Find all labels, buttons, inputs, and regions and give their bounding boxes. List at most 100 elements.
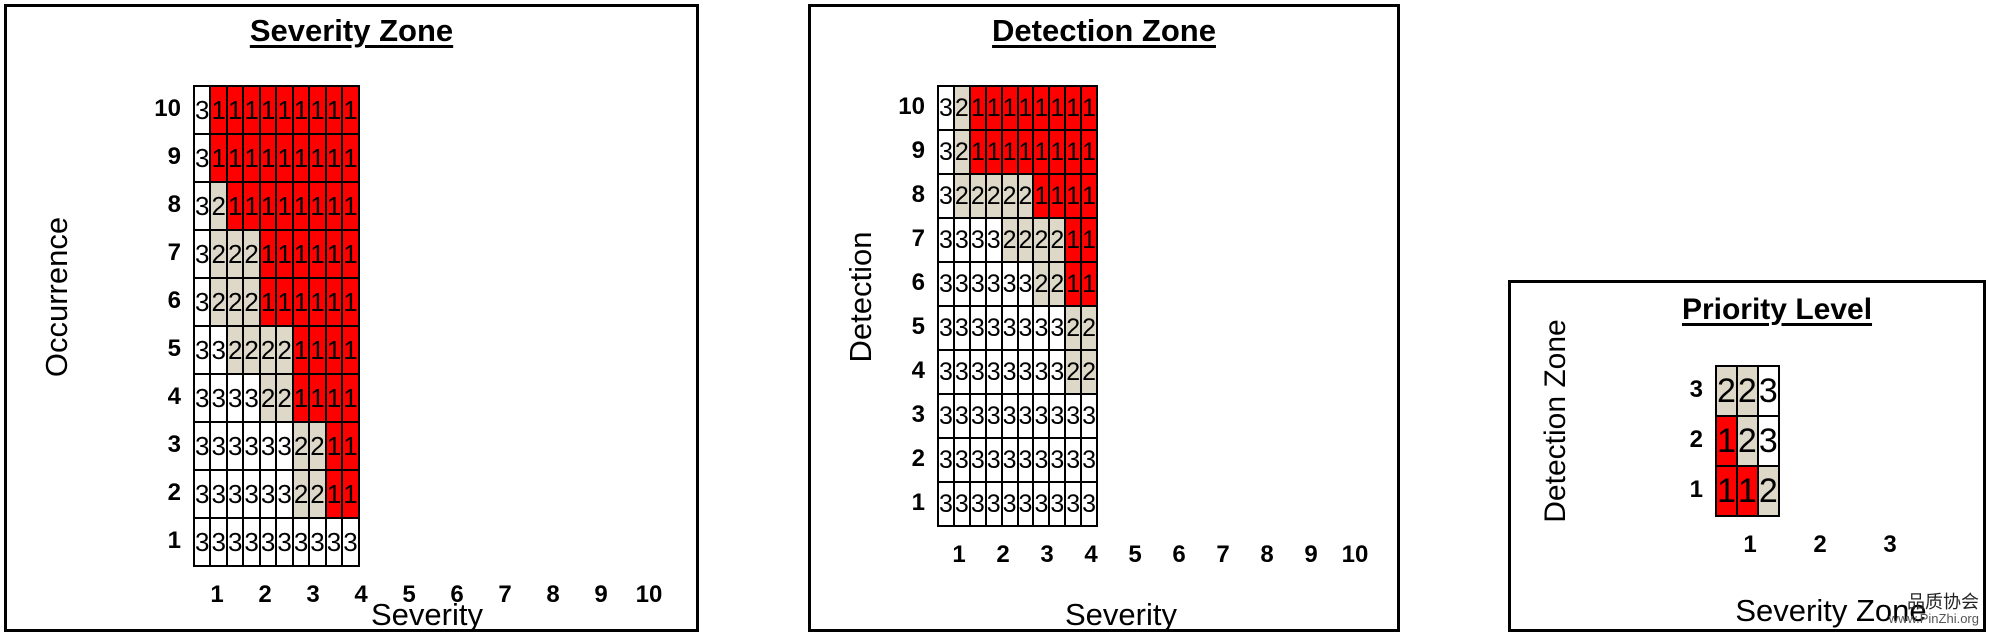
heatmap-cell: 2 bbox=[1048, 217, 1067, 263]
y-tick-label: 6 bbox=[911, 269, 925, 296]
heatmap-cell: 2 bbox=[275, 325, 294, 375]
heatmap-cell: 2 bbox=[1735, 365, 1759, 417]
heatmap-cell: 1 bbox=[324, 229, 344, 279]
heatmap-cell: 3 bbox=[1064, 481, 1083, 527]
heatmap-cell: 2 bbox=[209, 181, 228, 231]
heatmap-cell: 1 bbox=[308, 373, 327, 423]
heatmap-cell: 1 bbox=[1080, 217, 1099, 263]
heatmap-cell: 2 bbox=[968, 173, 987, 219]
heatmap-cell: 1 bbox=[1032, 173, 1051, 219]
heatmap-cell: 3 bbox=[937, 393, 955, 439]
y-tick-label: 3 bbox=[911, 401, 925, 428]
heatmap-cell: 2 bbox=[1735, 415, 1759, 467]
heatmap-cell: 2 bbox=[291, 421, 311, 471]
heatmap-cell: 3 bbox=[984, 437, 1003, 483]
heatmap-cell: 1 bbox=[324, 181, 344, 231]
heatmap-cell: 1 bbox=[324, 469, 344, 519]
heatmap-cell: 1 bbox=[275, 181, 294, 231]
heatmap-cell: 3 bbox=[937, 129, 955, 175]
heatmap-cell: 3 bbox=[308, 517, 327, 567]
heatmap-cell: 2 bbox=[1715, 365, 1738, 417]
heatmap-cell: 2 bbox=[242, 325, 261, 375]
heatmap-cell: 3 bbox=[968, 261, 987, 307]
heatmap-cell: 3 bbox=[1080, 481, 1099, 527]
x-axis-label: Severity bbox=[371, 597, 483, 632]
y-tick-label: 6 bbox=[167, 287, 181, 314]
heatmap-cell: 1 bbox=[341, 373, 360, 423]
heatmap-cell: 3 bbox=[192, 277, 212, 327]
heatmap-cell: 3 bbox=[1000, 481, 1019, 527]
heatmap-cell: 2 bbox=[1016, 173, 1035, 219]
x-tick-label: 2 bbox=[258, 581, 272, 608]
heatmap-cell: 3 bbox=[952, 481, 971, 527]
heatmap-cell: 3 bbox=[1048, 349, 1067, 395]
heatmap-cell: 3 bbox=[968, 217, 987, 263]
heatmap-cell: 3 bbox=[937, 85, 955, 131]
heatmap-cell: 2 bbox=[1080, 305, 1099, 351]
y-tick-label: 9 bbox=[911, 137, 925, 164]
y-tick-label: 7 bbox=[911, 225, 925, 252]
chart-title: Severity Zone bbox=[249, 13, 454, 48]
heatmap-cell: 2 bbox=[952, 85, 971, 131]
heatmap-cell: 3 bbox=[952, 261, 971, 307]
heatmap-cell: 3 bbox=[1016, 349, 1035, 395]
heatmap-cell: 2 bbox=[1064, 305, 1083, 351]
heatmap-cell: 1 bbox=[275, 85, 294, 135]
heatmap-cell: 1 bbox=[1064, 261, 1083, 307]
heatmap-cell: 1 bbox=[324, 373, 344, 423]
heatmap-cell: 3 bbox=[937, 305, 955, 351]
heatmap-cell: 3 bbox=[1032, 437, 1051, 483]
heatmap-cell: 2 bbox=[209, 229, 228, 279]
heatmap-cell: 1 bbox=[341, 277, 360, 327]
heatmap-cell: 3 bbox=[968, 481, 987, 527]
heatmap-cell: 1 bbox=[308, 277, 327, 327]
heatmap-cell: 1 bbox=[1000, 85, 1019, 131]
x-tick-label: 3 bbox=[306, 581, 320, 608]
heatmap-cell: 1 bbox=[258, 277, 278, 327]
heatmap-cell: 3 bbox=[192, 229, 212, 279]
heatmap-cell: 1 bbox=[984, 85, 1003, 131]
x-tick-label: 5 bbox=[1128, 541, 1142, 568]
heatmap-cell: 3 bbox=[1000, 393, 1019, 439]
heatmap-cell: 1 bbox=[242, 85, 261, 135]
heatmap-cell: 1 bbox=[308, 325, 327, 375]
heatmap-cell: 3 bbox=[984, 305, 1003, 351]
heatmap-cell: 3 bbox=[937, 217, 955, 263]
heatmap-cell: 1 bbox=[1064, 85, 1083, 131]
chart-title: Detection Zone bbox=[992, 13, 1216, 48]
heatmap-cell: 3 bbox=[1032, 481, 1051, 527]
heatmap-cell: 2 bbox=[1064, 349, 1083, 395]
heatmap-cell: 3 bbox=[1016, 393, 1035, 439]
y-tick-label: 3 bbox=[1689, 376, 1703, 403]
heatmap-cell: 1 bbox=[341, 229, 360, 279]
heatmap-cell: 1 bbox=[291, 277, 311, 327]
heatmap-cell: 3 bbox=[225, 421, 245, 471]
heatmap-cell: 3 bbox=[952, 437, 971, 483]
heatmap-cell: 1 bbox=[308, 133, 327, 183]
heatmap-cell: 3 bbox=[937, 173, 955, 219]
x-tick-label: 2 bbox=[1813, 531, 1827, 558]
heatmap-cell: 1 bbox=[1735, 465, 1759, 517]
heatmap-cell: 3 bbox=[225, 373, 245, 423]
heatmap-cell: 1 bbox=[209, 85, 228, 135]
heatmap-cell: 1 bbox=[968, 85, 987, 131]
heatmap-cell: 1 bbox=[1016, 85, 1035, 131]
x-tick-label: 6 bbox=[1172, 541, 1186, 568]
heatmap-cell: 3 bbox=[1048, 437, 1067, 483]
heatmap-cell: 3 bbox=[968, 393, 987, 439]
heatmap-cell: 3 bbox=[242, 373, 261, 423]
heatmap-cell: 2 bbox=[242, 229, 261, 279]
heatmap-cell: 1 bbox=[275, 229, 294, 279]
